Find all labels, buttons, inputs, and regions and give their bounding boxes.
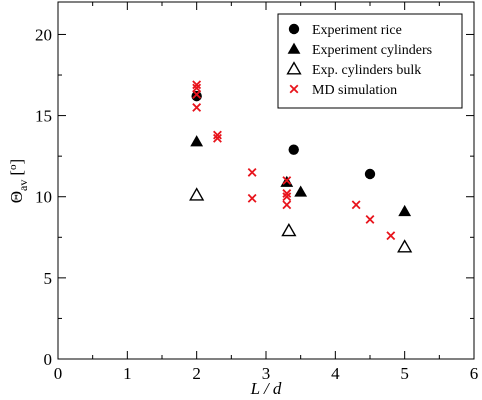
data-point-filled-circle	[191, 90, 202, 102]
data-point-cross	[247, 193, 257, 203]
data-point-cross	[365, 215, 375, 224]
data-point-cross	[282, 189, 292, 198]
data-point-open-triangle	[189, 187, 205, 201]
x-tick-label: 1	[123, 364, 132, 383]
data-point-filled-triangle	[398, 204, 412, 217]
axes: 0 1 2 3 4 5 6 0 5 10 15 20	[35, 2, 478, 383]
legend-marker-filled-circle	[288, 23, 300, 35]
y-label-unit: [	[7, 170, 26, 176]
x-tick-label: 2	[192, 364, 201, 383]
x-axis-label: L / d	[250, 379, 282, 398]
data-point-cross	[192, 90, 202, 99]
data-point-filled-triangle	[190, 135, 204, 147]
data-point-cross	[213, 130, 222, 140]
y-tick-label: 0	[44, 350, 53, 369]
data-point-open-triangle	[397, 239, 413, 253]
y-label-sup: o	[7, 164, 19, 170]
data-point-cross	[192, 103, 202, 112]
legend: Experiment rice Experiment cylinders Exp. …	[277, 13, 463, 109]
data-point-cross	[213, 133, 222, 143]
y-axis-label: Θav [o]	[7, 159, 30, 203]
data-point-cross	[282, 192, 292, 202]
legend-marker-filled-triangle	[287, 42, 301, 54]
legend-marker-cross	[289, 84, 299, 94]
y-tick-label: 10	[35, 188, 52, 207]
x-tick-label: 3	[262, 364, 271, 383]
y-tick-label: 15	[35, 107, 52, 126]
data-marks	[189, 80, 413, 253]
x-tick-label: 4	[331, 364, 340, 383]
x-tick-label: 5	[400, 364, 409, 383]
y-tick-label: 20	[35, 25, 52, 44]
data-point-cross	[282, 176, 292, 185]
x-tick-label: 6	[470, 364, 479, 383]
legend-label: Experiment cylinders	[312, 43, 432, 58]
legend-label: MD simulation	[312, 83, 397, 98]
data-point-cross	[247, 167, 257, 177]
data-point-filled-circle	[364, 168, 376, 180]
data-point-filled-triangle	[294, 185, 308, 197]
y-tick-label: 5	[44, 269, 53, 288]
data-point-cross	[386, 231, 396, 241]
data-point-cross	[192, 80, 202, 90]
legend-label: Experiment rice	[312, 23, 402, 38]
y-label-unit-close: ]	[7, 159, 26, 165]
data-point-cross	[351, 200, 361, 210]
data-point-filled-circle	[288, 144, 299, 155]
y-label-sub: av	[16, 180, 30, 191]
legend-label: Exp. cylinders bulk	[312, 63, 421, 78]
svg-text:Θav[o]: Θav [o]	[7, 159, 30, 203]
data-point-cross	[282, 200, 292, 210]
legend-box	[277, 13, 463, 109]
data-point-cross	[192, 83, 202, 93]
x-tick-label: 0	[54, 364, 63, 383]
data-point-open-triangle	[281, 222, 297, 237]
y-label-main: Θ	[7, 191, 26, 203]
legend-marker-open-triangle	[286, 61, 302, 75]
